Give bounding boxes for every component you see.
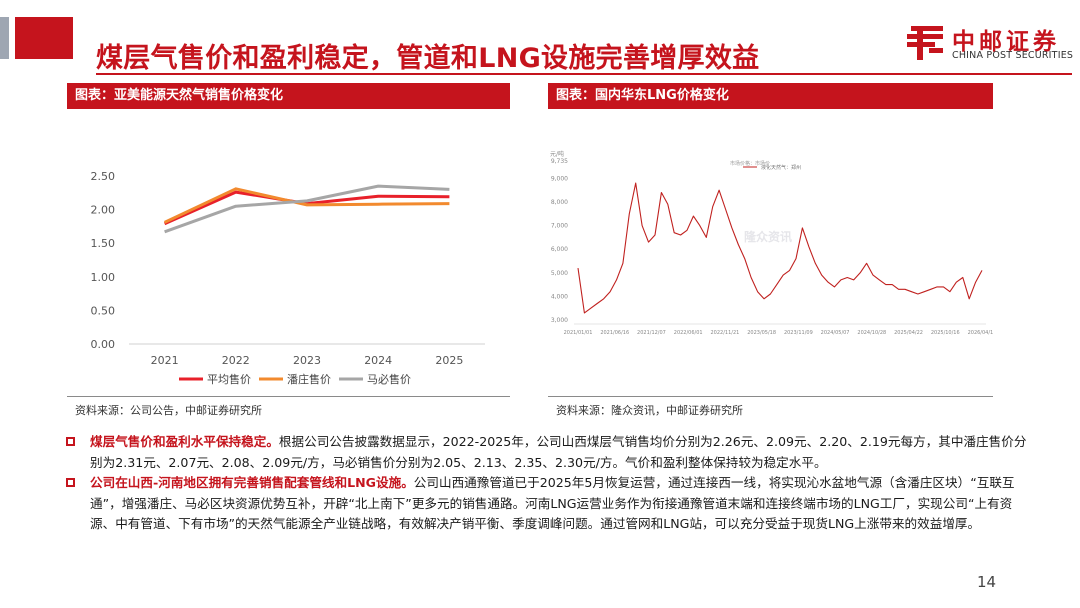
watermark: 隆众资讯 [744, 229, 792, 244]
lng-price-line [577, 182, 983, 314]
logo-chinese-name: 中邮证券 [952, 29, 1060, 55]
page-number: 14 [977, 573, 997, 591]
x-tick-label: 2025 [435, 354, 463, 367]
x-tick-label: 2021/01/01 [564, 330, 593, 336]
title-accent-red [15, 17, 73, 59]
x-tick-label: 2022/06/01 [674, 330, 703, 336]
x-tick-label: 2026/04/11 [968, 330, 993, 336]
y-tick-label: 0.00 [91, 338, 116, 351]
x-tick-label: 2022/11/21 [710, 330, 739, 336]
bullet-text: 公司山西通豫管道已于2025年5月恢复运营，通过连接西一线，将实现沁水盆地气源（… [90, 475, 1015, 531]
y-tick-label: 6,000 [551, 246, 568, 253]
y-tick-label: 9,735 [551, 158, 568, 165]
y-tick-label: 1.00 [91, 271, 116, 284]
x-tick-label: 2025/10/16 [931, 330, 960, 336]
y-tick-label: 4,000 [551, 293, 568, 300]
title-rule [96, 73, 1072, 75]
china-post-logo-icon [907, 26, 943, 60]
x-tick-label: 2024 [364, 354, 392, 367]
x-tick-label: 2024/10/28 [857, 330, 886, 336]
legend-label: 潘庄售价 [287, 372, 331, 386]
legend-label: 市场价格：市场价 [730, 160, 770, 167]
x-tick-label: 2023/11/09 [784, 330, 813, 336]
y-tick-label: 3,000 [551, 317, 568, 324]
y-tick-label: 5,000 [551, 270, 568, 277]
slide-title: 煤层气售价和盈利稳定，管道和LNG设施完善增厚效益 [96, 43, 760, 74]
lng-price-chart: 元/吨 3,000 4,000 5,000 6,000 7,000 8,000 9,000 9,… [550, 150, 996, 336]
left-chart-header: 图表：亚美能源天然气销售价格变化 [67, 83, 510, 109]
bullet-text: 根据公司公告披露数据显示，2022-2025年，公司山西煤层气销售均价分别为2.… [90, 434, 1027, 470]
bullet-list: 煤层气售价和盈利水平保持稳定。根据公司公告披露数据显示，2022-2025年，公… [64, 432, 1029, 535]
x-tick-label: 2023 [293, 354, 321, 367]
x-tick-label: 2021/12/07 [637, 330, 666, 336]
right-chart-header: 图表：国内华东LNG价格变化 [548, 83, 993, 109]
bullet-square-icon [66, 478, 75, 487]
title-accent-grey [0, 17, 9, 59]
x-tick-label: 2024/05/07 [821, 330, 850, 336]
y-axis-unit: 元/吨 [550, 150, 564, 158]
bullet-item: 煤层气售价和盈利水平保持稳定。根据公司公告披露数据显示，2022-2025年，公… [64, 432, 1029, 473]
y-tick-label: 7,000 [551, 223, 568, 230]
bullet-item: 公司在山西-河南地区拥有完善销售配套管线和LNG设施。公司山西通豫管道已于202… [64, 473, 1029, 535]
y-tick-label: 9,000 [551, 175, 568, 182]
bullet-square-icon [66, 437, 75, 446]
bullet-highlight: 煤层气售价和盈利水平保持稳定。 [90, 434, 279, 449]
series-line [164, 184, 450, 234]
right-panel-rule [548, 396, 993, 397]
y-tick-label: 2.00 [91, 204, 116, 217]
y-tick-label: 0.50 [91, 304, 116, 317]
legend-label: 液化天然气：郑州 [761, 164, 801, 171]
x-tick-label: 2025/04/22 [894, 330, 923, 336]
y-tick-label: 2.50 [91, 170, 116, 183]
left-source: 资料来源：公司公告，中邮证券研究所 [75, 404, 262, 417]
x-tick-label: 2021/06/16 [600, 330, 629, 336]
left-panel-rule [67, 396, 510, 397]
right-source: 资料来源：隆众资讯，中邮证券研究所 [556, 404, 743, 417]
bullet-highlight: 公司在山西-河南地区拥有完善销售配套管线和LNG设施。 [90, 475, 414, 490]
legend-label: 马必售价 [367, 372, 411, 386]
x-tick-label: 2023/05/18 [747, 330, 776, 336]
series-line [163, 187, 450, 224]
x-tick-label: 2022 [222, 354, 250, 367]
x-tick-label: 2021 [151, 354, 179, 367]
left-chart-panel: 图表：亚美能源天然气销售价格变化 0.00 0.50 1.00 1.50 2.00 2.5… [67, 83, 510, 418]
legend-label: 平均售价 [207, 372, 251, 386]
y-tick-label: 1.50 [91, 237, 116, 250]
logo-english-name: CHINA POST SECURITIES [952, 50, 1074, 61]
price-line-chart: 0.00 0.50 1.00 1.50 2.00 2.50 2021 2022 2023 2024… [91, 170, 485, 386]
right-chart-panel: 图表：国内华东LNG价格变化 元/吨 3,000 4,000 5,000 6,000 7,… [548, 83, 996, 418]
series-line [163, 190, 450, 226]
y-tick-label: 8,000 [551, 199, 568, 206]
